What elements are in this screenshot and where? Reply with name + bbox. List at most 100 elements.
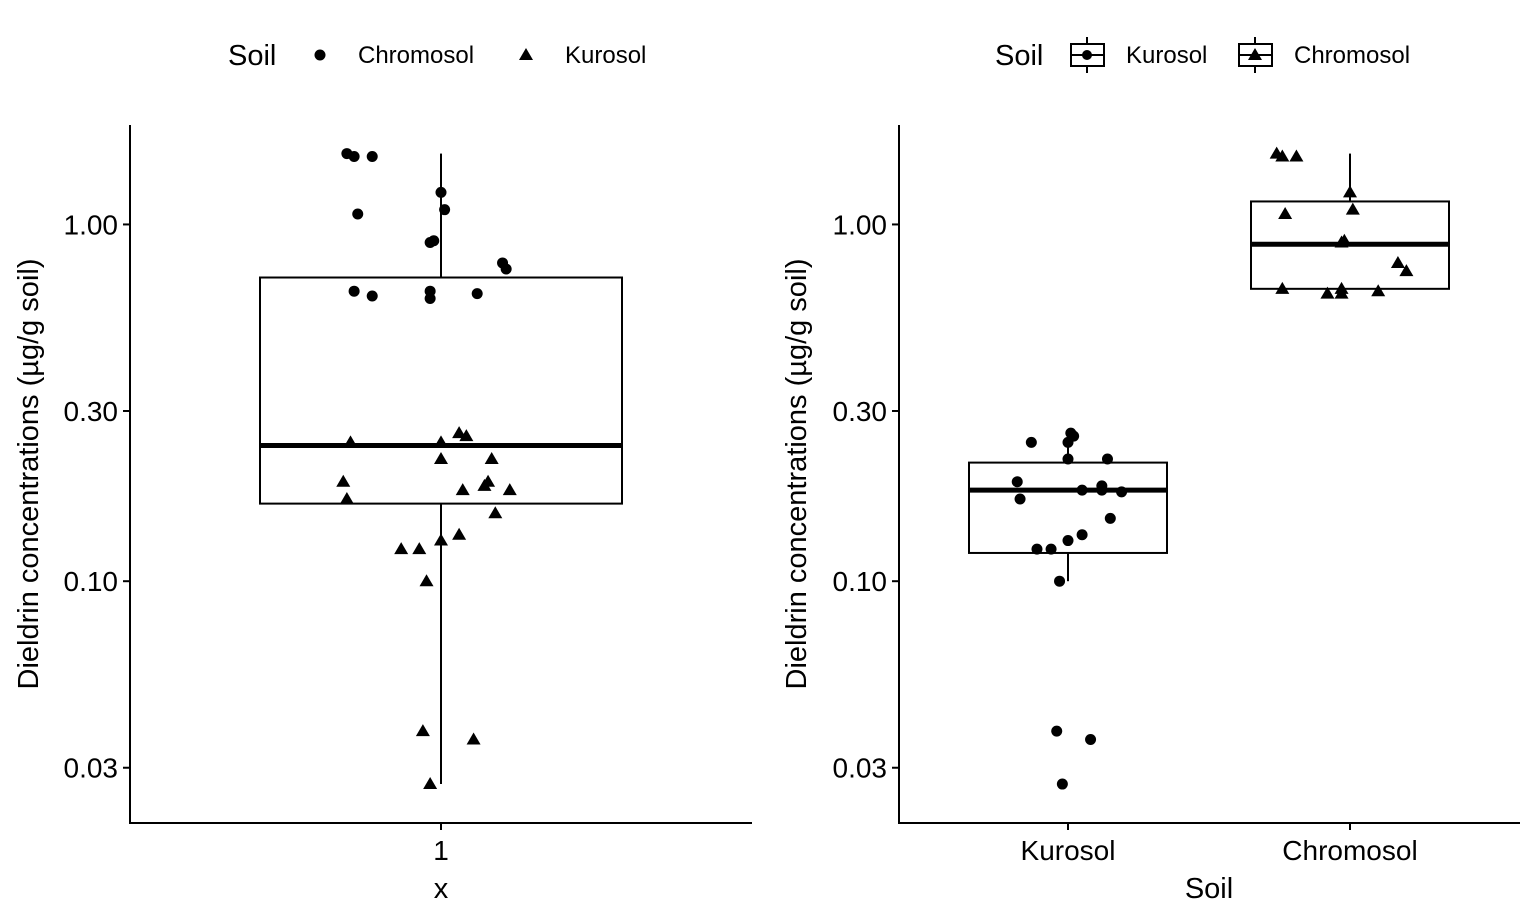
left-legend-label-kurosol: Kurosol — [565, 42, 646, 69]
point-kurosol — [394, 542, 409, 555]
point-chromosol — [424, 293, 436, 305]
y-tick-label: 0.03 — [64, 753, 119, 784]
right-y-axis-title: Dieldrin concentrations (µg/g soil) — [781, 259, 813, 690]
left-legend-circle-key — [314, 49, 326, 61]
left-y-ticks: 0.03 0.10 0.30 1.00 — [64, 209, 130, 784]
left-legend-title: Soil — [228, 40, 276, 72]
point-chromosol — [1399, 264, 1414, 277]
right-legend-box-circle-key — [1070, 37, 1105, 73]
point-chromosol — [1278, 206, 1293, 219]
y-tick-label: 1.00 — [64, 209, 119, 240]
point-kurosol — [336, 474, 351, 487]
point-kurosol — [423, 777, 438, 790]
point-kurosol — [488, 506, 503, 519]
point-kurosol — [1062, 436, 1074, 448]
point-chromosol — [348, 285, 360, 297]
y-tick-label: 0.30 — [833, 396, 888, 427]
point-kurosol — [1014, 493, 1026, 505]
point-kurosol — [1054, 575, 1066, 587]
left-x-ticks: 1 — [433, 823, 449, 866]
left-legend-label-chromosol: Chromosol — [358, 42, 474, 69]
point-kurosol — [434, 452, 448, 465]
point-kurosol — [1062, 453, 1074, 465]
point-kurosol — [1085, 733, 1097, 745]
point-kurosol — [481, 474, 496, 487]
point-kurosol — [1104, 512, 1116, 524]
y-tick-label: 0.10 — [833, 566, 888, 597]
point-chromosol — [428, 235, 440, 247]
point-chromosol — [1334, 286, 1349, 299]
right-legend-box-triangle-key — [1238, 37, 1273, 73]
y-tick-label: 0.30 — [64, 396, 119, 427]
point-chromosol — [1275, 281, 1290, 294]
x-tick-label: Kurosol — [1021, 835, 1116, 866]
right-x-axis-title: Soil — [1185, 873, 1233, 905]
point-kurosol — [434, 533, 448, 546]
left-boxes — [259, 153, 623, 785]
point-kurosol — [415, 724, 430, 737]
point-chromosol — [1390, 255, 1405, 268]
point-kurosol — [1031, 543, 1043, 555]
point-kurosol — [455, 483, 470, 496]
y-tick-label: 0.03 — [833, 753, 888, 784]
point-kurosol — [452, 527, 467, 540]
left-points — [336, 148, 517, 790]
right-legend-title: Soil — [995, 40, 1043, 72]
right-panel: Soil Kurosol Chromosol 0.030.100.301.00 … — [781, 37, 1520, 905]
point-kurosol — [1116, 486, 1128, 498]
left-panel: Soil Chromosol Kurosol 0.030.100.301.00 … — [13, 40, 752, 905]
point-kurosol — [1062, 535, 1074, 547]
point-chromosol — [366, 151, 378, 163]
point-chromosol — [1371, 284, 1386, 297]
point-chromosol — [1320, 286, 1335, 299]
right-legend-label-kurosol: Kurosol — [1126, 42, 1207, 69]
left-legend: Soil Chromosol Kurosol — [228, 40, 646, 72]
point-kurosol — [502, 483, 517, 496]
point-kurosol — [1096, 484, 1108, 496]
left-y-axis-title: Dieldrin concentrations (µg/g soil) — [13, 259, 45, 690]
right-boxes — [968, 153, 1450, 582]
point-kurosol — [466, 732, 481, 745]
point-chromosol — [1345, 202, 1360, 215]
y-tick-label: 0.10 — [64, 566, 119, 597]
point-chromosol — [439, 204, 451, 216]
right-x-ticks: Kurosol Chromosol — [1021, 823, 1418, 866]
point-kurosol — [434, 435, 448, 448]
point-kurosol — [412, 542, 427, 555]
point-chromosol — [1343, 185, 1357, 198]
point-chromosol — [1337, 233, 1352, 246]
point-chromosol — [1275, 149, 1290, 162]
right-y-ticks: 0.03 0.10 0.30 1.00 — [833, 209, 899, 784]
point-kurosol — [1025, 436, 1037, 448]
point-kurosol — [484, 452, 499, 465]
point-chromosol — [352, 208, 364, 220]
point-kurosol — [1056, 778, 1068, 790]
x-tick-label: 1 — [433, 835, 449, 866]
point-kurosol — [459, 429, 474, 442]
left-legend-triangle-key — [519, 48, 533, 60]
x-tick-label: Chromosol — [1282, 835, 1417, 866]
point-chromosol — [348, 151, 360, 163]
point-kurosol — [1011, 476, 1023, 488]
point-kurosol — [339, 491, 354, 504]
box-1 — [259, 276, 623, 505]
y-tick-label: 1.00 — [833, 209, 888, 240]
left-x-axis-title: x — [434, 873, 449, 905]
point-chromosol — [1289, 149, 1304, 162]
point-kurosol — [452, 426, 467, 439]
right-points — [1011, 146, 1414, 790]
point-kurosol — [1045, 543, 1057, 555]
right-legend-label-chromosol: Chromosol — [1294, 42, 1410, 69]
point-kurosol — [343, 435, 358, 448]
point-kurosol — [1101, 453, 1113, 465]
point-chromosol — [471, 288, 483, 300]
point-kurosol — [419, 574, 434, 587]
point-kurosol — [1051, 725, 1063, 737]
right-legend: Soil Kurosol Chromosol — [995, 37, 1410, 73]
point-chromosol — [435, 186, 447, 198]
point-kurosol — [1076, 484, 1088, 496]
point-chromosol — [366, 290, 378, 302]
point-kurosol — [1076, 529, 1088, 541]
point-chromosol — [500, 263, 512, 275]
